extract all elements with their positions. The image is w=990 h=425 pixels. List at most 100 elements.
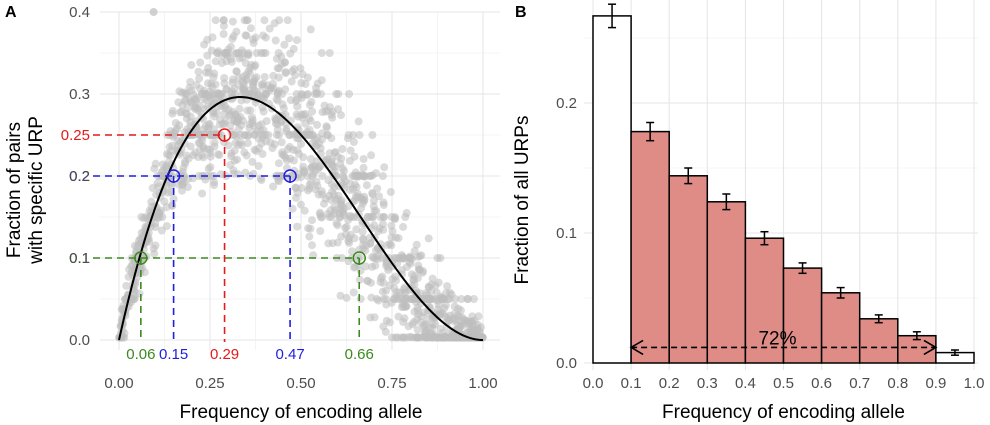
scatter-point [192,80,201,89]
scatter-point [410,280,419,289]
scatter-point [289,44,298,53]
scatter-point [204,164,213,173]
scatter-point [324,239,333,248]
scatter-point [443,295,452,303]
scatter-point [259,126,268,135]
scatter-point [400,333,409,342]
scatter-point [350,152,359,161]
scatter-point [351,262,360,271]
guide-marker [134,251,148,265]
scatter-point [198,136,207,145]
histogram-bar [706,201,747,364]
scatter-point [272,95,281,104]
scatter-point [305,180,314,189]
scatter-point [385,318,394,327]
y-tick-label: 0.0 [69,332,90,349]
scatter-point [317,49,326,57]
scatter-point [243,106,252,115]
scatter-point [204,79,212,88]
scatter-point [214,150,223,159]
scatter-point [401,213,410,221]
scatter-point [423,295,431,303]
scatter-point [348,247,356,256]
scatter-point [366,172,375,180]
x-tick-label: 0.0 [583,375,604,392]
x-tick-label: 0.00 [104,375,133,392]
scatter-point [206,149,215,157]
scatter-point [325,213,334,221]
y-tick-label: 0.0 [556,355,577,372]
x-tick-label: 0.6 [811,375,832,392]
scatter-point [202,96,211,105]
scatter-point [373,184,382,193]
scatter-point [307,164,315,173]
guide-marker [166,169,181,183]
scatter-point [306,25,315,34]
scatter-point [421,320,430,329]
scatter-point [211,57,220,66]
scatter-point [376,278,385,287]
scatter-point [313,79,322,88]
scatter-point [451,295,460,303]
histogram-bar [820,292,861,364]
scatter-point [390,214,399,223]
scatter-point [248,157,257,166]
scatter-point [467,317,476,326]
scatter-point [358,234,367,243]
scatter-point [367,151,376,160]
panel-label-b: B [515,4,527,21]
scatter-point [368,262,377,271]
scatter-point [308,216,316,225]
y-tick-label: 0.4 [69,4,90,21]
scatter-point [392,276,401,285]
scatter-point [321,194,330,203]
scatter-point [261,90,270,98]
x-tick-label: 0.25 [195,375,224,392]
y-axis-title: with specific URP [26,116,47,265]
scatter-point [413,315,421,324]
scatter-point [345,238,354,247]
fit-curve-line [118,96,484,341]
scatter-point [313,120,322,129]
bracket-arrow-right [923,339,938,356]
scatter-point [394,234,403,243]
scatter-point [219,21,228,30]
scatter-point [259,107,268,116]
scatter-point [313,181,322,190]
scatter-point [445,288,454,297]
scatter-point [293,222,302,231]
x-axis-title: Frequency of encoding allele [180,402,423,423]
histogram-bar [630,130,670,364]
scatter-point [153,179,162,188]
scatter-point [291,184,300,192]
scatter-point [328,168,337,177]
scatter-point [342,230,350,239]
scatter-point [237,46,246,55]
scatter-point [160,197,169,206]
scatter-point [404,322,413,331]
scatter-point [259,31,268,40]
guide-x-label: 0.29 [210,346,239,363]
x-tick-label: 0.2 [659,375,680,392]
scatter-point [382,295,390,303]
scatter-point [292,193,300,202]
scatter-point [220,109,229,118]
y-axis-title: Fraction of pairs [4,122,25,258]
scatter-point [183,125,192,134]
x-tick-label: 0.9 [925,375,946,392]
scatter-point [229,75,237,84]
scatter-point [269,182,278,191]
y-tick-label: 0.2 [69,168,90,185]
scatter-point [277,52,286,61]
scatter-point [122,281,131,290]
scatter-point [260,16,269,25]
scatter-point [254,162,263,170]
scatter-point [235,104,244,113]
histogram-bar [858,318,899,364]
scatter-point [169,195,178,203]
scatter-point [444,316,453,325]
y-tick-label: 0.2 [556,95,577,112]
scatter-point [316,227,325,235]
scatter-point [218,52,226,60]
